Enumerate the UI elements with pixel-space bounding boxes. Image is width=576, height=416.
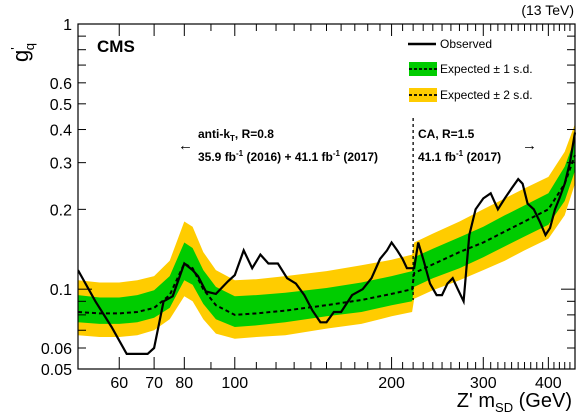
x-tick-label: 70 xyxy=(145,375,163,392)
x-axis-label: Z' mSD (GeV) xyxy=(457,390,572,415)
left-arrow: ← xyxy=(178,137,193,154)
svg-text:g'q: g'q xyxy=(8,43,37,62)
y-tick-label: 0.3 xyxy=(50,156,72,173)
plot-area xyxy=(78,123,576,355)
y-tick-label: 0.05 xyxy=(41,362,72,379)
y-tick-label: 0.4 xyxy=(50,123,72,140)
y-axis-label: g'q xyxy=(8,43,37,62)
y-axis-label-sup: ' xyxy=(8,47,23,49)
x-tick-label: 300 xyxy=(470,375,497,392)
legend: Observed Expected ± 1 s.d. Expected ± 2 … xyxy=(408,37,533,102)
right-arrow: → xyxy=(522,137,537,154)
right-algo: CA, R=1.5 xyxy=(418,127,475,141)
legend-exp1-swatch xyxy=(409,62,437,76)
x-tick-label: 400 xyxy=(535,375,562,392)
x-tick-label: 80 xyxy=(175,375,193,392)
x-tick-label: 200 xyxy=(378,375,405,392)
y-tick-label: 0.06 xyxy=(41,341,72,358)
left-algo: anti-kT, R=0.8 xyxy=(198,127,274,143)
left-lumi: 35.9 fb-1 (2016) + 41.1 fb-1 (2017) xyxy=(198,149,378,164)
left-region-annotation: ← anti-kT, R=0.8 35.9 fb-1 (2016) + 41.1… xyxy=(178,127,378,164)
y-axis-label-main: g xyxy=(8,50,33,62)
cms-label: CMS xyxy=(97,37,135,56)
x-tick-label: 60 xyxy=(110,375,128,392)
y-axis-label-sub: q xyxy=(22,43,37,50)
y-tick-label: 1 xyxy=(63,17,72,34)
expected-line xyxy=(78,154,576,316)
y-tick-label: 0.5 xyxy=(50,97,72,114)
right-lumi: 41.1 fb-1 (2017) xyxy=(418,149,501,164)
x-axis: 60 70 80 100 200 300 400 xyxy=(77,24,576,392)
legend-exp2-swatch xyxy=(409,88,437,102)
y-tick-label: 0.2 xyxy=(50,202,72,219)
energy-label: (13 TeV) xyxy=(521,2,574,18)
y-axis: 0.05 0.06 0.1 0.2 0.3 0.4 0.5 0.6 1 xyxy=(41,17,575,379)
observed-line xyxy=(78,132,576,355)
legend-exp1-label: Expected ± 1 s.d. xyxy=(440,62,533,76)
expected-1sd-band xyxy=(78,138,575,327)
legend-exp2-label: Expected ± 2 s.d. xyxy=(440,88,533,102)
y-tick-label: 0.1 xyxy=(50,282,72,299)
legend-observed-label: Observed xyxy=(440,37,492,51)
right-region-annotation: CA, R=1.5 41.1 fb-1 (2017) → xyxy=(418,127,537,164)
x-tick-label: 100 xyxy=(221,375,248,392)
y-tick-label: 0.6 xyxy=(50,76,72,93)
